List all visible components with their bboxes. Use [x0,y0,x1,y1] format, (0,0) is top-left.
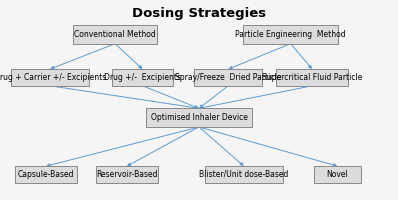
FancyBboxPatch shape [205,166,283,183]
FancyBboxPatch shape [96,166,158,183]
FancyBboxPatch shape [15,166,77,183]
Text: Reservoir-Based: Reservoir-Based [96,170,158,179]
FancyBboxPatch shape [11,69,89,86]
Text: Dosing Strategies: Dosing Strategies [132,7,266,20]
Text: Supercritical Fluid Particle: Supercritical Fluid Particle [262,73,362,82]
FancyBboxPatch shape [243,25,338,44]
FancyBboxPatch shape [73,25,157,44]
Text: Novel: Novel [327,170,348,179]
Text: Spray/Freeze  Dried Particle: Spray/Freeze Dried Particle [175,73,281,82]
FancyBboxPatch shape [146,108,252,127]
Text: Drug + Carrier +/- Excipients: Drug + Carrier +/- Excipients [0,73,106,82]
FancyBboxPatch shape [314,166,361,183]
Text: Blister/Unit dose-Based: Blister/Unit dose-Based [199,170,289,179]
FancyBboxPatch shape [276,69,348,86]
Text: Drug +/-  Excipients: Drug +/- Excipients [104,73,181,82]
Text: Conventional Method: Conventional Method [74,30,156,39]
FancyBboxPatch shape [112,69,173,86]
Text: Optimised Inhaler Device: Optimised Inhaler Device [150,113,248,122]
FancyBboxPatch shape [194,69,262,86]
Text: Capsule-Based: Capsule-Based [18,170,74,179]
Text: Particle Engineering  Method: Particle Engineering Method [235,30,346,39]
